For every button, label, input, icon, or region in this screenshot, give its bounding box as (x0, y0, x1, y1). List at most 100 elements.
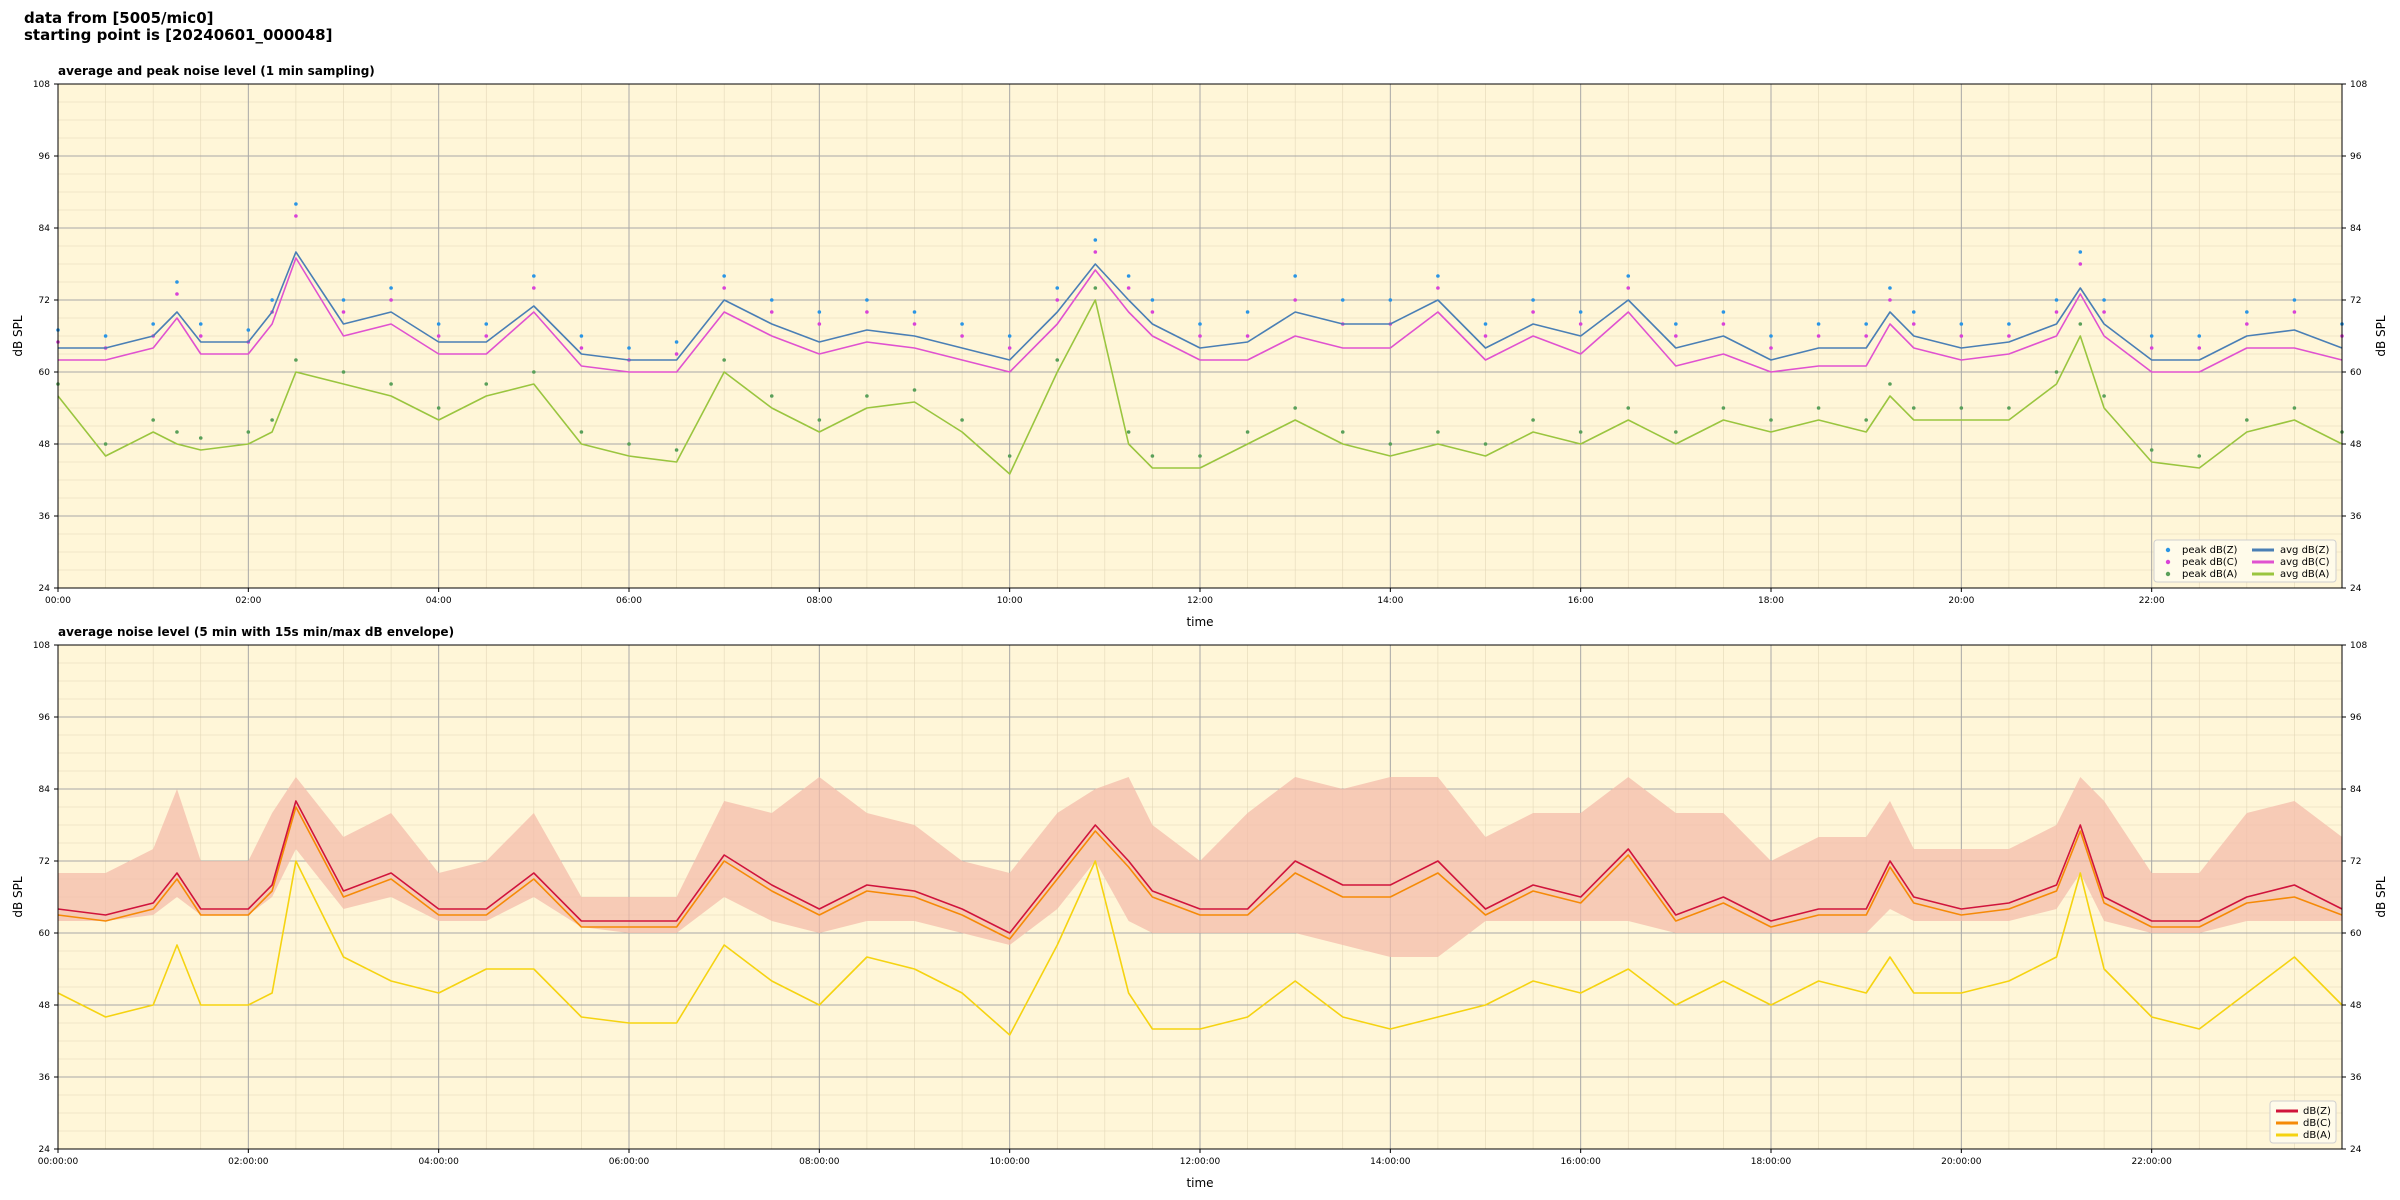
data-point (1888, 298, 1892, 302)
data-point (436, 322, 441, 326)
data-point (1769, 334, 1773, 338)
x-tick-label: 22:00 (2139, 596, 2165, 606)
data-point (627, 346, 631, 350)
data-point (1245, 334, 1250, 338)
data-point (484, 334, 489, 338)
y-tick-label-right: 84 (2350, 224, 2362, 234)
series-peak-db-c- (56, 214, 2344, 362)
data-point (1721, 406, 1726, 410)
data-point (2078, 322, 2083, 326)
x-axis-label: time (1186, 1176, 1213, 1190)
data-point (294, 358, 298, 362)
data-point (2007, 334, 2011, 338)
series-peak-db-a- (56, 286, 2344, 458)
data-point (2149, 448, 2154, 452)
chart-panel-1: 24 24 36 36 48 48 60 60 72 72 84 84 96 96 108 108 00:00 0… (11, 64, 2388, 629)
y-tick-label: 84 (39, 785, 51, 795)
y-axis-label: dB SPL (11, 315, 25, 357)
data-point (960, 418, 964, 422)
x-tick-label: 16:00 (1568, 596, 1594, 606)
y-tick-label-right: 36 (2350, 512, 2362, 522)
data-point (151, 322, 155, 326)
data-point (1436, 286, 1440, 290)
x-axis-label: time (1186, 615, 1213, 629)
data-point (865, 298, 869, 302)
data-point (246, 430, 251, 434)
x-tick-label: 22:00:00 (2131, 1157, 2172, 1167)
data-point (532, 274, 536, 278)
y-tick-label-right: 48 (2350, 440, 2362, 450)
legend-label: dB(C) (2303, 1118, 2331, 1129)
data-point (1293, 298, 1297, 302)
y-axis-label-right: dB SPL (2374, 315, 2388, 357)
data-point (294, 202, 298, 206)
data-point (1864, 334, 1868, 338)
legend-marker (2165, 559, 2171, 565)
data-point (1911, 310, 1916, 314)
legend-label: avg dB(C) (2280, 557, 2330, 568)
data-point (1388, 442, 1393, 446)
data-point (151, 418, 155, 422)
data-point (1911, 322, 1916, 326)
data-point (532, 286, 536, 290)
y-tick-label: 72 (39, 296, 50, 306)
x-tick-label: 06:00 (616, 596, 642, 606)
data-point (817, 322, 822, 326)
y-tick-label-right: 24 (2350, 584, 2362, 594)
data-point (1578, 322, 1583, 326)
data-point (484, 382, 489, 386)
data-point (2292, 298, 2297, 302)
data-point (389, 382, 393, 386)
y-tick-label-right: 36 (2350, 1073, 2362, 1083)
x-tick-label: 04:00 (426, 596, 452, 606)
y-tick-label-right: 108 (2350, 641, 2367, 651)
x-tick-label: 02:00:00 (228, 1157, 269, 1167)
data-point (579, 334, 584, 338)
x-tick-label: 10:00 (997, 596, 1023, 606)
x-tick-label: 12:00:00 (1180, 1157, 1221, 1167)
data-point (341, 310, 346, 314)
data-point (912, 322, 917, 326)
data-point (722, 358, 726, 362)
data-point (2054, 310, 2059, 314)
data-point (1293, 274, 1297, 278)
y-axis-label-right: dB SPL (2374, 876, 2388, 918)
x-tick-label: 06:00:00 (609, 1157, 650, 1167)
data-point (1888, 286, 1892, 290)
data-point (341, 370, 346, 374)
data-point (1293, 406, 1297, 410)
data-point (865, 394, 869, 398)
x-tick-label: 18:00 (1758, 596, 1784, 606)
data-point (1150, 310, 1155, 314)
data-point (2054, 298, 2059, 302)
data-point (1769, 418, 1773, 422)
data-point (1483, 442, 1488, 446)
y-tick-label-right: 96 (2350, 713, 2362, 723)
data-point (817, 418, 822, 422)
data-point (1911, 406, 1916, 410)
y-tick-label: 48 (39, 440, 51, 450)
series-avg-db-z- (58, 251, 2343, 361)
y-tick-label: 84 (39, 224, 51, 234)
y-axis-label: dB SPL (11, 876, 25, 918)
data-point (1150, 454, 1155, 458)
y-tick-label-right: 84 (2350, 785, 2362, 795)
y-tick-label: 60 (39, 368, 51, 378)
x-tick-label: 00:00:00 (38, 1157, 79, 1167)
data-point (198, 436, 203, 440)
y-tick-label: 108 (33, 641, 50, 651)
y-tick-label: 72 (39, 857, 50, 867)
data-point (1769, 346, 1773, 350)
legend: dB(Z)dB(C)dB(A) (2269, 1100, 2337, 1144)
chart-panel-2: 24 24 36 36 48 48 60 60 72 72 84 84 96 96 108 108 00:00:… (11, 625, 2388, 1190)
data-point (1531, 310, 1535, 314)
data-point (1245, 430, 1250, 434)
data-point (912, 310, 917, 314)
data-point (674, 340, 679, 344)
data-point (389, 298, 393, 302)
data-point (1055, 358, 1060, 362)
y-tick-label-right: 60 (2350, 929, 2362, 939)
data-point (1816, 406, 1821, 410)
data-point (1626, 286, 1631, 290)
